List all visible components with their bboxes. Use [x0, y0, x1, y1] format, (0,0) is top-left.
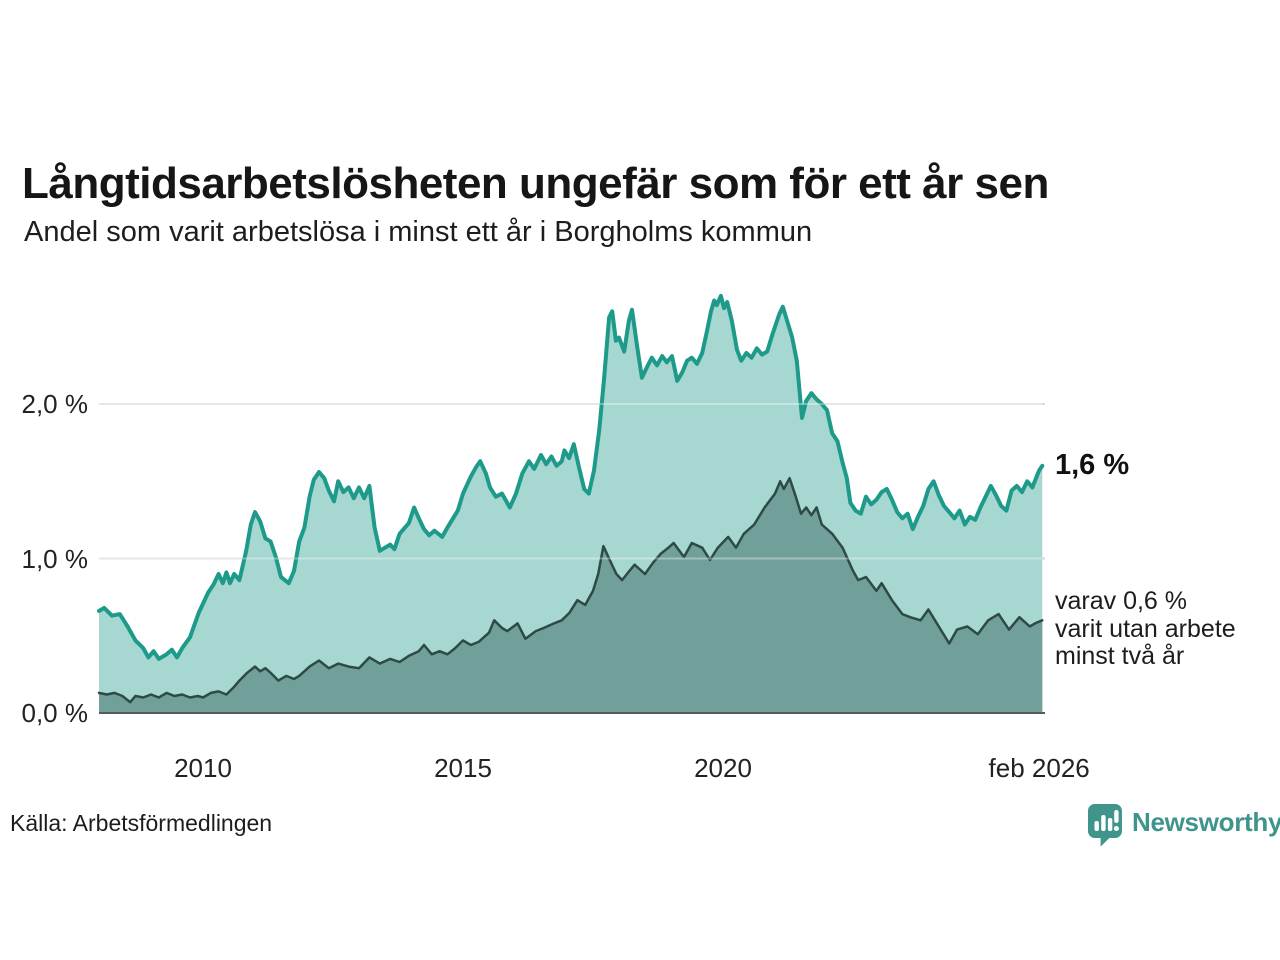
- y-axis-label-0: 0,0 %: [21, 698, 89, 728]
- annotation-line-2: varit utan arbete: [1055, 614, 1236, 643]
- series-end-value-label: 1,6 %: [1055, 448, 1130, 481]
- series-secondary-annotation: varav 0,6 % varit utan arbete minst två …: [1055, 587, 1236, 671]
- x-axis-label-2020: 2020: [694, 753, 752, 783]
- x-axis-label-2015: 2015: [434, 753, 492, 783]
- x-axis-label-feb-2026: feb 2026: [988, 753, 1090, 783]
- y-axis-label-2: 2,0 %: [21, 389, 89, 419]
- source-credit: Källa: Arbetsförmedlingen: [10, 810, 273, 836]
- newsworthy-logo-icon: [1088, 804, 1123, 853]
- page-subtitle: Andel som varit arbetslösa i minst ett å…: [24, 216, 813, 248]
- page-title: Långtidsarbetslösheten ungefär som för e…: [22, 159, 1049, 209]
- newsworthy-logo: Newsworthy: [1088, 804, 1280, 853]
- y-axis-label-1: 1,0 %: [21, 543, 89, 574]
- annotation-line-3: minst två år: [1055, 642, 1185, 670]
- annotation-line-1: varav 0,6 %: [1055, 587, 1188, 615]
- x-axis-label-2010: 2010: [174, 753, 232, 783]
- newsworthy-logo-text: Newsworthy: [1132, 807, 1280, 837]
